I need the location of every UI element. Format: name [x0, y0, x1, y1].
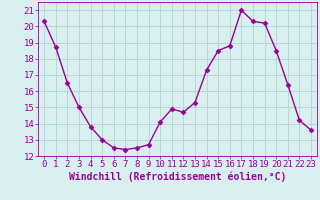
X-axis label: Windchill (Refroidissement éolien,°C): Windchill (Refroidissement éolien,°C)	[69, 172, 286, 182]
